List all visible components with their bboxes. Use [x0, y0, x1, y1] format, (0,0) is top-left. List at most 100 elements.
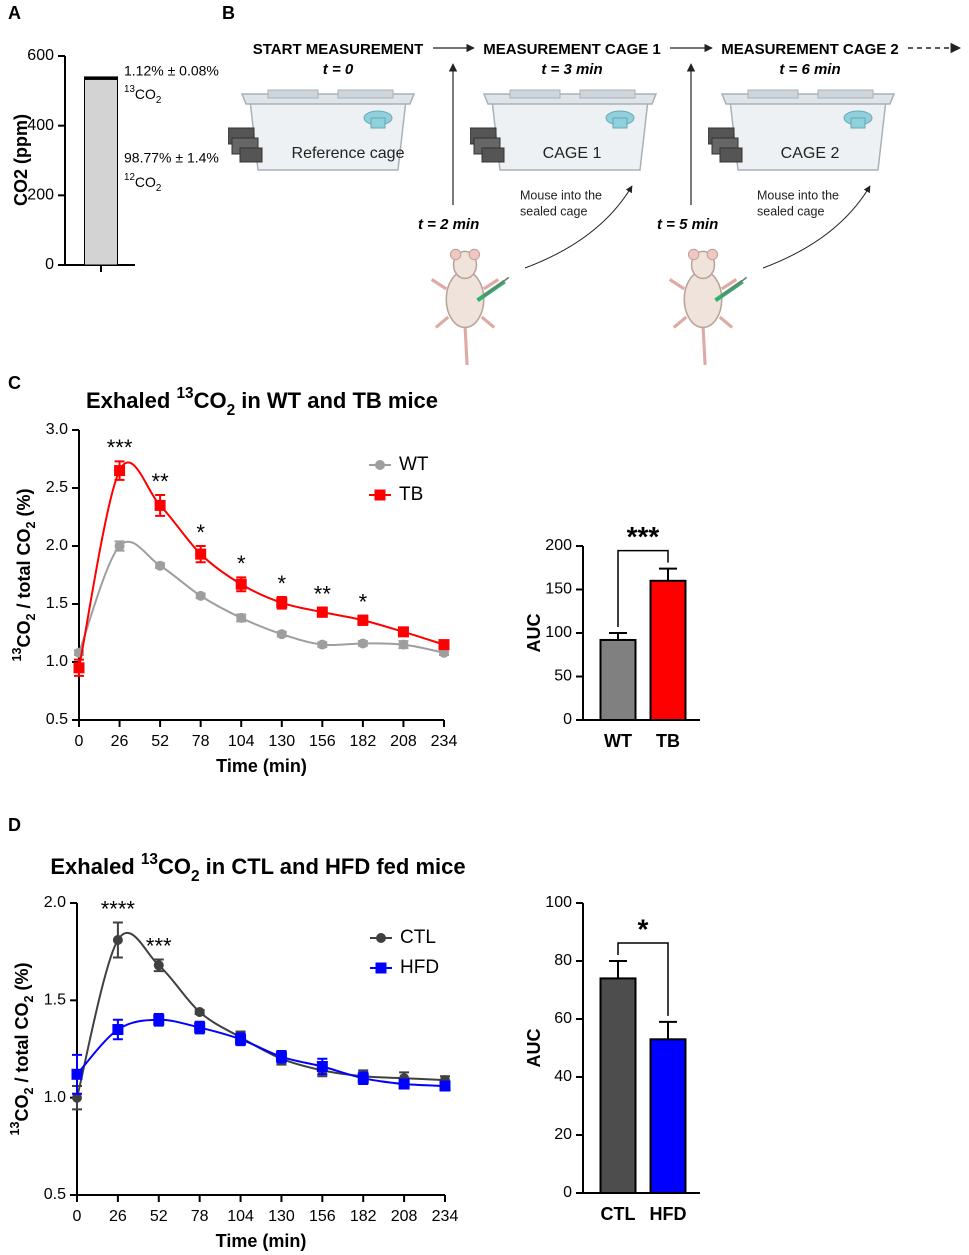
significance-bracket [617, 549, 669, 627]
marker [439, 647, 449, 658]
marker [114, 541, 125, 551]
series-line [78, 540, 445, 654]
y-tick-label: 1.5 [44, 992, 66, 1009]
marker [195, 590, 206, 601]
series-line [78, 461, 445, 669]
step-label: MEASUREMENT CAGE 1 [483, 41, 661, 58]
bar [599, 638, 637, 722]
y-tick-label: 100 [545, 624, 572, 641]
y-axis-label: 13CO2 / total CO2 (%) [8, 962, 36, 1135]
marker [316, 606, 328, 618]
bar-segment [84, 78, 118, 266]
marker [155, 560, 166, 571]
y-tick-label: 100 [545, 894, 572, 911]
significance: * [237, 551, 246, 576]
step-time: t = 3 min [541, 61, 602, 78]
text-part: in WT and TB mice [235, 388, 438, 413]
y-tick-label: 400 [27, 117, 54, 134]
marker [398, 639, 409, 650]
marker [357, 638, 368, 649]
text-part: / total CO [12, 1002, 32, 1087]
annotation: 98.77% ± 1.4% [124, 150, 219, 166]
x-tick-label: 182 [350, 1208, 377, 1225]
text-part: 13 [10, 648, 24, 662]
y-tick-label: 1.0 [46, 653, 68, 670]
text-part: CO [135, 174, 156, 190]
legend-marker [376, 933, 386, 943]
text-part: 12 [124, 172, 135, 183]
bar [649, 579, 687, 721]
marker [194, 1022, 206, 1034]
y-tick-label: 80 [554, 952, 572, 969]
legend-label: CTL [400, 927, 436, 948]
cage-label: Reference cage [292, 145, 405, 162]
text-part: CO [194, 388, 227, 413]
x-tick-label: 26 [109, 1208, 127, 1225]
text-part: 2 [191, 868, 200, 885]
x-tick-label: 234 [431, 733, 458, 750]
marker [71, 1068, 83, 1080]
text-part: Exhaled [86, 388, 176, 413]
x-tick-label: WT [604, 731, 632, 751]
step-time: t = 6 min [779, 61, 840, 78]
x-tick-label: 0 [73, 1208, 82, 1225]
y-tick-label: 2.0 [44, 894, 66, 911]
marker [153, 1014, 165, 1026]
legend-marker [375, 460, 385, 470]
text-part: CO [14, 621, 34, 648]
panel-label: D [8, 815, 21, 835]
marker [316, 1061, 328, 1073]
marker [112, 934, 123, 945]
note: Mouse into the [520, 188, 602, 202]
annotation: 1.12% ± 0.08% [124, 63, 219, 79]
protocol-diagram: START MEASUREMENT t = 0 MEASUREMENT CAGE… [228, 41, 962, 365]
text-part: 13 [176, 385, 193, 402]
y-tick-label: 0 [563, 711, 572, 728]
x-tick-label: 78 [192, 733, 210, 750]
text-part: 13 [124, 84, 135, 95]
significance-bracket [617, 942, 669, 1016]
marker [112, 1024, 124, 1036]
marker [357, 614, 369, 626]
text-part: (%) [14, 488, 34, 521]
error-bar [609, 960, 627, 979]
marker [72, 1092, 82, 1103]
x-tick-label: 182 [350, 733, 377, 750]
y-tick-label: 20 [554, 1126, 572, 1143]
error-bar [659, 567, 677, 581]
x-tick-label: TB [656, 731, 680, 751]
annotation: 13CO2 [124, 84, 161, 106]
x-tick-label: 234 [432, 1208, 459, 1225]
marker [276, 629, 287, 640]
significance: *** [146, 933, 172, 958]
bar [649, 1038, 687, 1195]
injection-time: t = 5 min [657, 216, 718, 233]
marker [236, 612, 247, 623]
panel-label: B [222, 3, 235, 23]
panel-label: C [8, 373, 21, 393]
cage-label: CAGE 1 [543, 145, 602, 162]
chart-title: Exhaled 13CO2 in CTL and HFD fed mice [50, 851, 465, 885]
text-part: 2 [156, 183, 161, 194]
significance: ** [314, 581, 332, 606]
marker [317, 639, 328, 650]
step-label: MEASUREMENT CAGE 2 [721, 41, 899, 58]
text-part: 2 [24, 613, 38, 620]
step-label: START MEASUREMENT [253, 41, 424, 58]
marker [153, 960, 164, 971]
y-tick-label: 200 [545, 537, 572, 554]
error-bar [659, 1020, 677, 1040]
text-part: 2 [24, 521, 38, 528]
x-tick-label: 104 [227, 1208, 254, 1225]
step-time: t = 0 [323, 61, 354, 78]
significance: * [196, 520, 205, 545]
bar [599, 977, 637, 1195]
legend-label: HFD [400, 957, 439, 978]
x-tick-label: 130 [268, 733, 295, 750]
text-part: 2 [22, 1087, 36, 1094]
series-line [76, 1018, 446, 1087]
text-part: 2 [227, 402, 236, 419]
marker [439, 1080, 451, 1092]
x-tick-label: 104 [228, 733, 255, 750]
